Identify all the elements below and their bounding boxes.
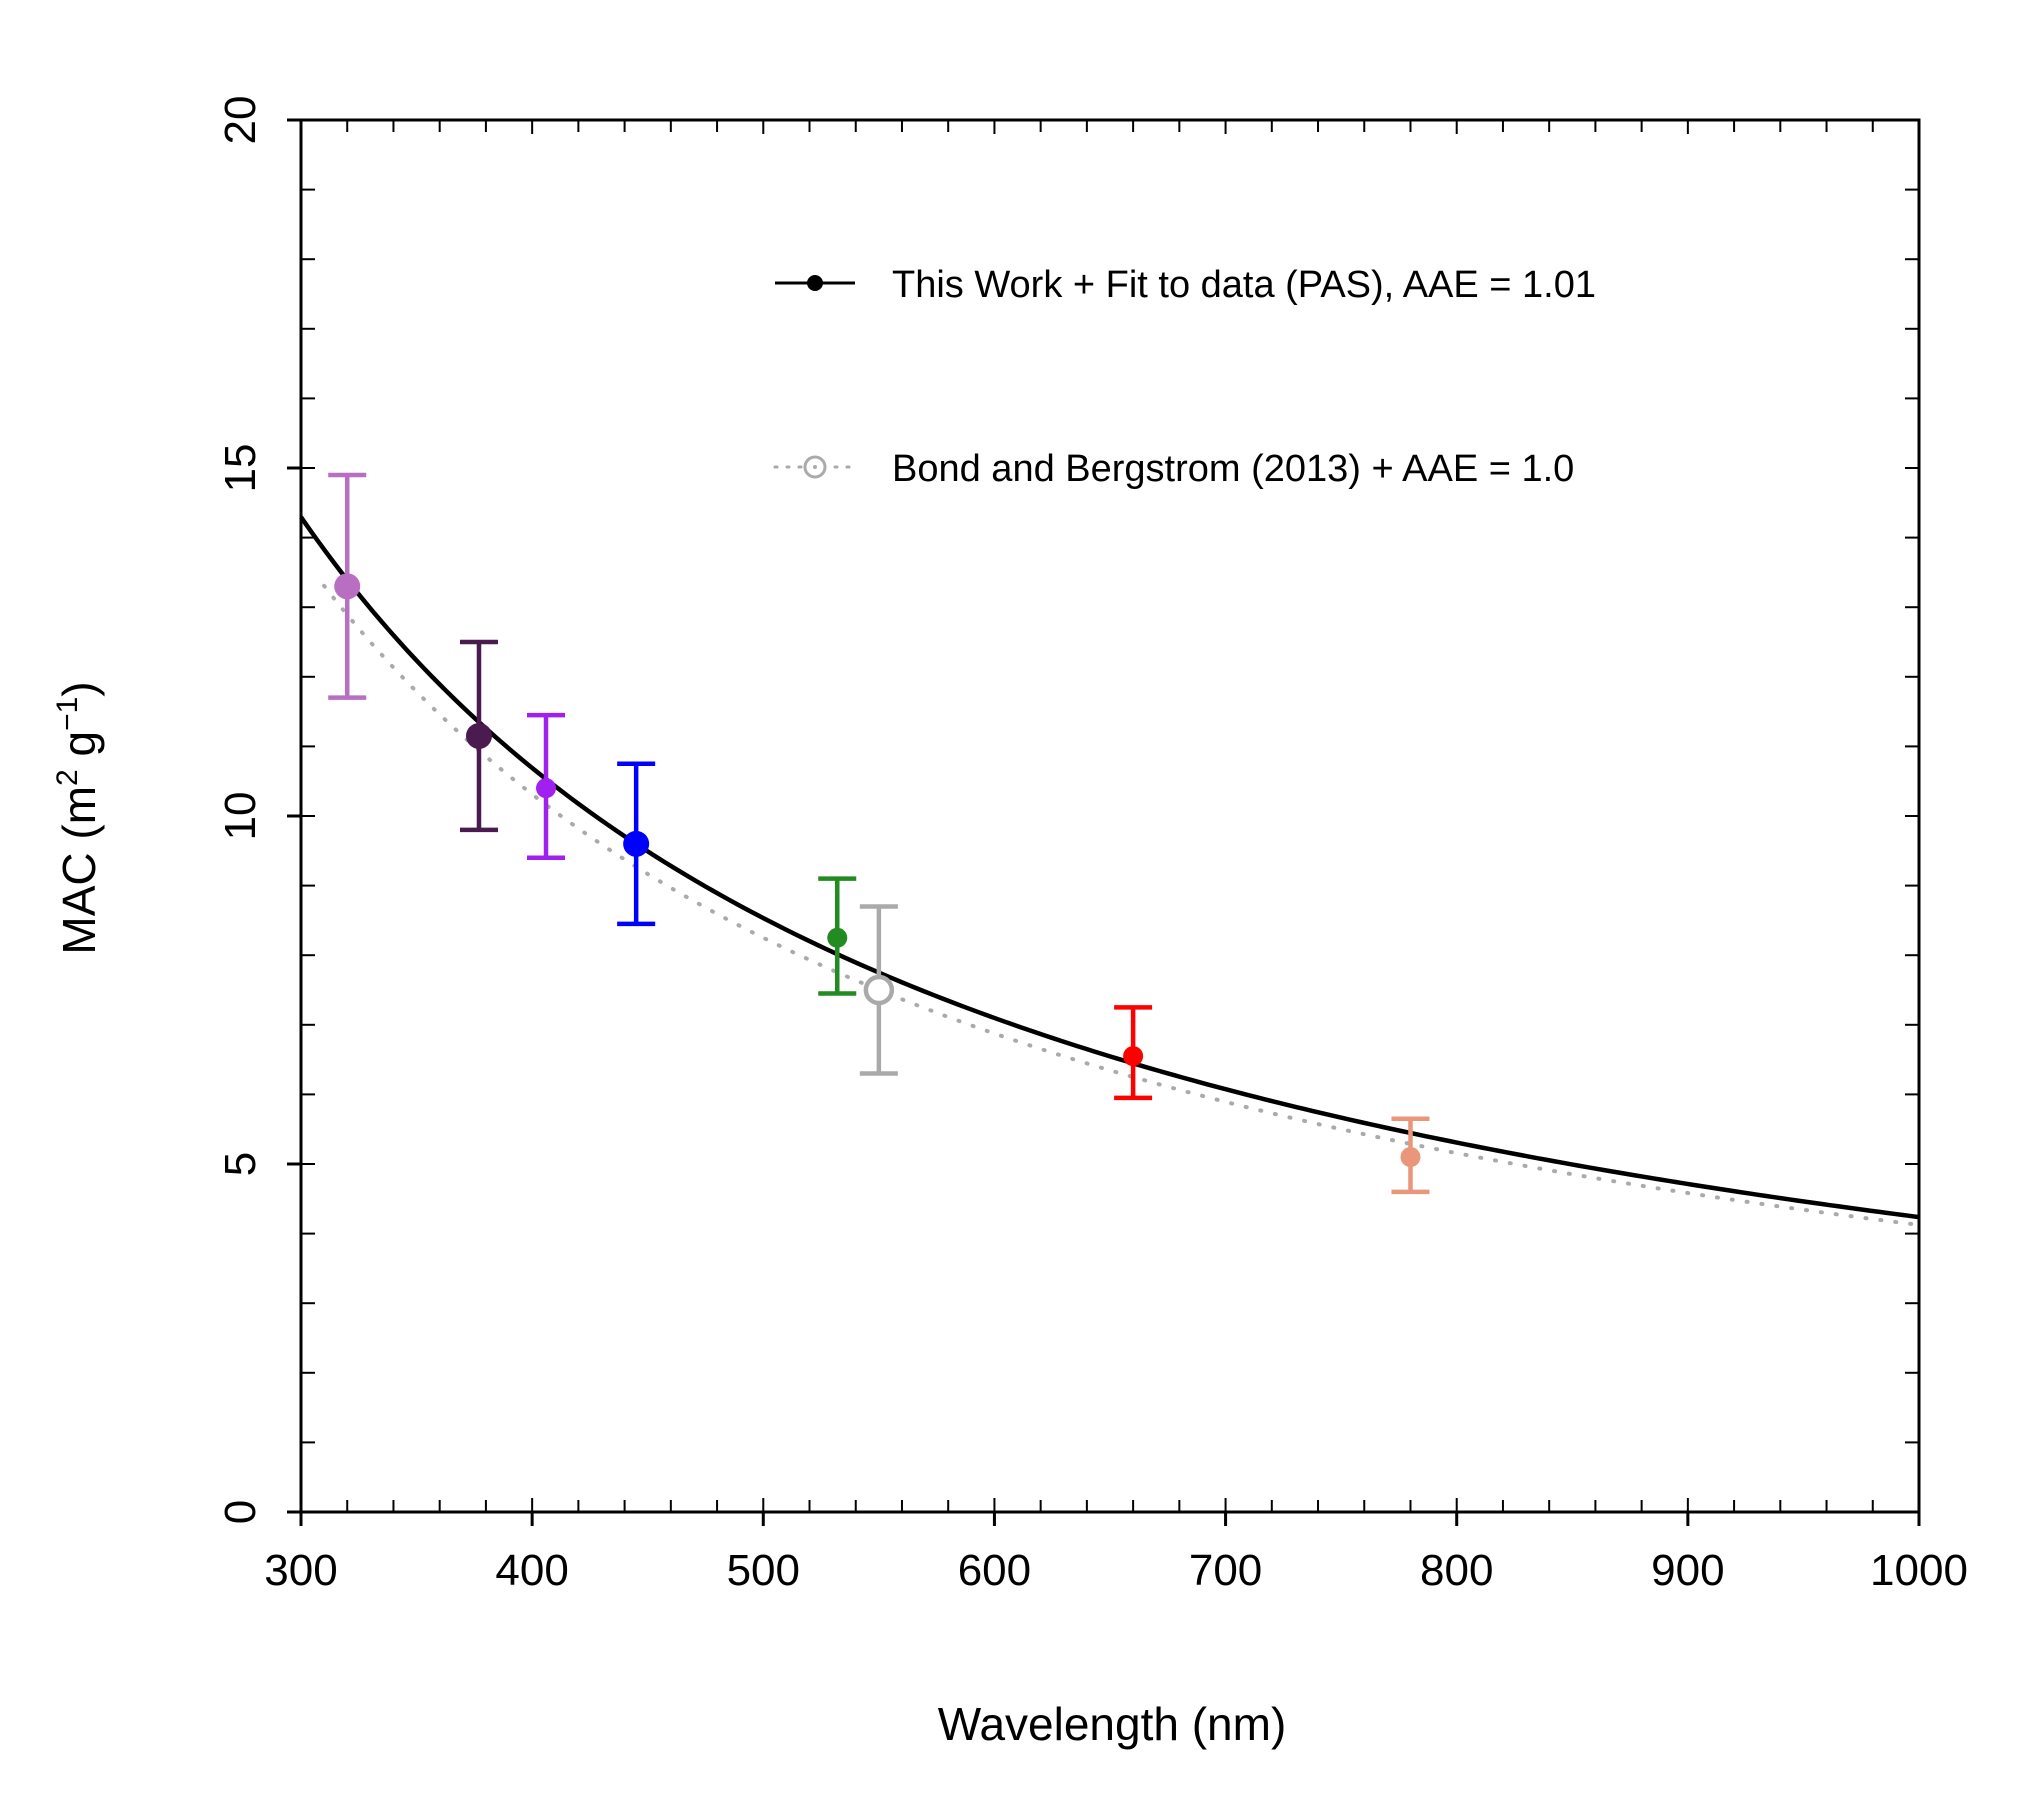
x-tick-label: 1000 <box>1870 1546 1968 1595</box>
y-tick-label: 5 <box>216 1152 265 1176</box>
legend: This Work + Fit to data (PAS), AAE = 1.0… <box>773 264 1596 490</box>
x-axis: 300 400 500 600 700 800 900 1000 <box>264 1512 1968 1595</box>
point-marker <box>536 778 557 799</box>
x-tick-label: 300 <box>264 1546 337 1595</box>
y-tick-label: 0 <box>216 1500 265 1524</box>
x-tick-label: 700 <box>1189 1546 1262 1595</box>
reference-curve <box>322 583 1921 1227</box>
legend-label-reference: Bond and Bergstrom (2013) + AAE = 1.0 <box>892 448 1574 490</box>
point-marker <box>1400 1147 1421 1168</box>
point-marker <box>334 573 361 600</box>
point-marker-open <box>863 974 895 1006</box>
y-axis-label-end: ) <box>53 681 105 696</box>
legend-marker-reference-center <box>813 465 817 469</box>
data-point-1 <box>459 639 498 833</box>
legend-entry-reference: Bond and Bergstrom (2013) + AAE = 1.0 <box>773 448 1574 490</box>
data-point-7 <box>1391 1116 1430 1195</box>
y-axis-label-main: MAC (m <box>53 786 105 955</box>
data-point-4 <box>818 876 857 996</box>
data-point-0 <box>328 472 367 700</box>
minor-ticks <box>300 119 1920 1513</box>
y-axis-label: MAC (m2 g−1) <box>51 681 105 954</box>
data-point-5 <box>859 904 898 1076</box>
data-points <box>328 472 1430 1195</box>
y-tick-label: 20 <box>216 96 265 145</box>
x-tick-label: 800 <box>1420 1546 1493 1595</box>
x-tick-label: 500 <box>727 1546 800 1595</box>
legend-entry-fit: This Work + Fit to data (PAS), AAE = 1.0… <box>775 264 1596 306</box>
x-tick-label: 400 <box>495 1546 568 1595</box>
x-tick-label: 900 <box>1651 1546 1724 1595</box>
point-marker <box>465 722 492 749</box>
y-tick-label: 15 <box>216 444 265 493</box>
y-axis-label-sup1: 2 <box>51 769 84 786</box>
point-marker <box>623 830 650 857</box>
point-marker <box>827 927 848 948</box>
x-tick-label: 600 <box>958 1546 1031 1595</box>
y-axis: 0 5 10 15 20 <box>216 96 301 1524</box>
y-tick-label: 10 <box>216 792 265 841</box>
point-marker <box>1123 1046 1144 1067</box>
data-point-3 <box>617 761 656 927</box>
legend-label-fit: This Work + Fit to data (PAS), AAE = 1.0… <box>892 264 1596 306</box>
plot-frame <box>299 118 1921 1514</box>
x-axis-label: Wavelength (nm) <box>938 1698 1287 1750</box>
y-axis-label-mid: g <box>53 731 105 769</box>
data-point-6 <box>1114 1005 1153 1101</box>
fit-curve <box>299 515 1920 1220</box>
y-axis-label-sup2: −1 <box>51 697 84 731</box>
data-point-2 <box>527 712 566 861</box>
curves <box>299 515 1921 1227</box>
legend-marker-fit <box>807 275 823 291</box>
